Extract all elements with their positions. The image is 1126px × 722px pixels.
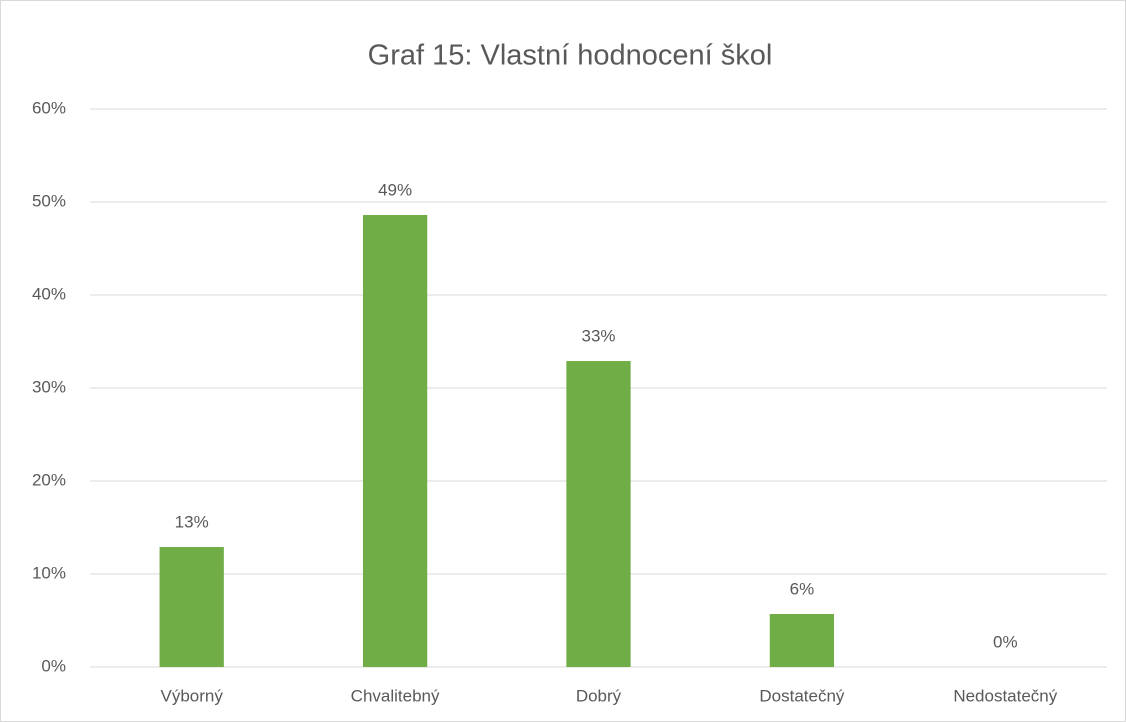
bar [566, 361, 631, 667]
y-tick-label: 50% [32, 191, 66, 210]
x-tick-label: Dostatečný [759, 686, 845, 705]
value-label: 49% [378, 181, 412, 200]
x-tick-label: Dobrý [576, 686, 622, 705]
y-tick-label: 60% [32, 98, 66, 117]
value-label: 13% [175, 513, 209, 532]
x-tick-label: Chvalitebný [351, 686, 440, 705]
x-tick-label: Výborný [161, 686, 224, 705]
y-tick-label: 40% [32, 284, 66, 303]
bar [769, 613, 835, 667]
bar [159, 547, 224, 667]
y-tick-label: 30% [32, 377, 66, 396]
value-label: 0% [993, 632, 1018, 651]
value-label: 6% [790, 579, 815, 598]
x-tick-label: Nedostatečný [953, 686, 1057, 705]
y-tick-label: 0% [41, 656, 66, 675]
y-tick-label: 20% [32, 470, 66, 489]
bar [362, 215, 428, 667]
y-tick-label: 10% [32, 563, 66, 582]
chart-title: Graf 15: Vlastní hodnocení škol [368, 40, 773, 72]
value-label: 33% [581, 327, 615, 346]
